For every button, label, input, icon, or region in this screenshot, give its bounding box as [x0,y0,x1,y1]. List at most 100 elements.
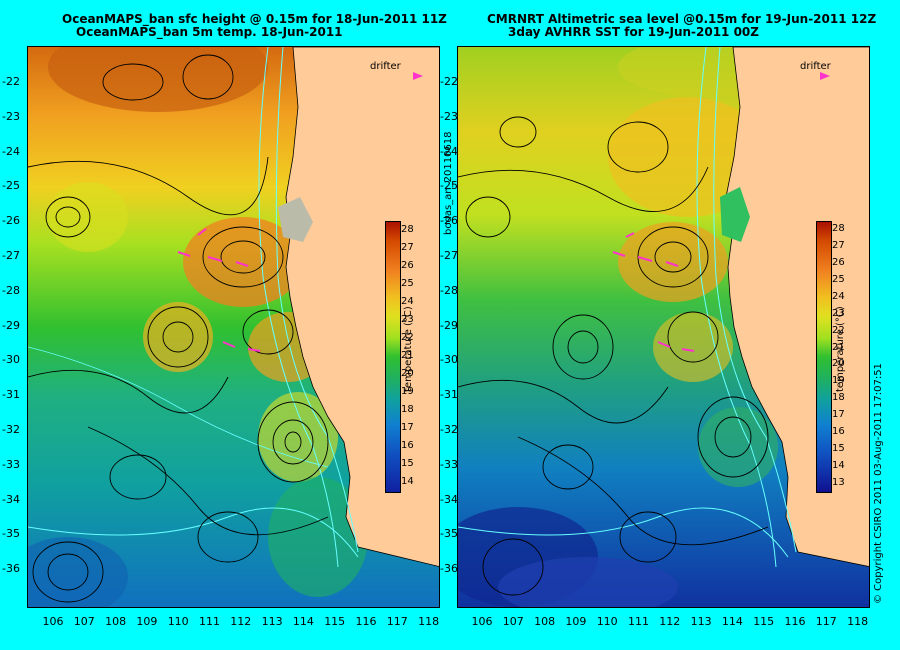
lon-label: 115 [753,615,775,628]
colorbar-tick: 15 [401,458,414,469]
lat-label: -34 [2,492,20,506]
colorbar-tick: 25 [832,274,845,286]
right-title-line2: 3day AVHRR SST for 19-Jun-2011 00Z [508,25,759,39]
colorbar-tick: 26 [401,260,414,271]
right-drifter-legend: drifter [800,61,831,72]
colorbar-tick: 19 [832,375,845,387]
colorbar-tick: 15 [832,442,845,454]
lat-label: -22 [2,75,20,88]
left-drifter-legend: drifter [370,61,401,72]
right-colorbar [816,221,832,493]
lon-label: 111 [628,615,649,628]
colorbar-tick: 13 [832,476,845,488]
lat-label: -30 [2,353,20,367]
lon-label: 110 [167,615,189,628]
lat-label: -36 [2,562,20,576]
lat-label: -33 [440,457,458,471]
lat-label: -25 [440,179,458,193]
run-id-text: bodas_an_20110618 [443,131,454,235]
colorbar-tick: 14 [832,459,845,471]
colorbar-tick: 16 [832,425,845,437]
lon-label: 106 [471,615,493,628]
colorbar-tick: 20 [401,368,414,379]
colorbar-tick: 17 [401,422,414,433]
colorbar-tick: 24 [832,290,845,302]
colorbar-tick: 17 [832,409,845,421]
copyright-text: © Copyright CSIRO 2011 03-Aug-2011 17:07… [873,363,884,604]
lon-label: 113 [261,615,283,628]
lat-label: -24 [440,144,458,158]
colorbar-tick: 19 [401,386,414,397]
lat-label: -27 [440,249,458,262]
lat-label: -33 [2,457,20,471]
colorbar-tick: 27 [832,240,845,252]
colorbar-tick: 28 [401,224,414,235]
colorbar-tick: 16 [401,440,414,451]
colorbar-tick: 20 [832,358,845,370]
lon-label: 114 [292,615,314,628]
lat-label: -26 [2,214,20,228]
lat-label: -23 [440,109,458,123]
lon-label: 117 [815,615,837,628]
lon-label: 111 [199,615,220,628]
lat-label: -32 [440,423,458,436]
lat-label: -29 [440,318,458,332]
lat-label: -28 [440,283,458,297]
colorbar-tick: 18 [401,404,414,415]
lon-label: 113 [690,615,712,628]
lat-label: -31 [2,388,20,402]
lat-label: -27 [2,249,20,262]
lon-label: 116 [355,615,377,628]
lon-label: 110 [596,615,618,628]
lat-label: -31 [440,388,458,402]
lat-label: -35 [2,527,20,541]
lon-label: 114 [721,615,743,628]
lat-label: -29 [2,318,20,332]
lon-label: 112 [659,615,681,628]
lon-label: 109 [136,615,158,628]
lat-label: -34 [440,492,458,506]
colorbar-tick: 27 [401,242,414,253]
colorbar-tick: 23 [401,314,414,325]
colorbar-tick: 21 [401,350,414,361]
lon-label: 115 [324,615,346,628]
lon-label: 107 [502,615,524,628]
lon-label: 107 [73,615,95,628]
lat-label: -23 [2,109,20,123]
colorbar-tick: 24 [401,296,414,307]
lat-label: -36 [440,562,458,576]
right-map [457,46,870,608]
colorbar-tick: 22 [401,332,414,343]
lat-label: -25 [2,179,20,193]
lat-label: -32 [2,423,20,436]
colorbar-tick: 28 [832,223,845,235]
lat-label: -28 [2,283,20,297]
left-colorbar [385,221,401,493]
lat-label: -30 [440,353,458,367]
lon-label: 108 [534,615,556,628]
lon-label: 112 [230,615,252,628]
colorbar-tick: 22 [832,324,845,336]
left-map [27,46,440,608]
left-title-line1: OceanMAPS_ban sfc height @ 0.15m for 18-… [62,12,447,26]
colorbar-tick: 23 [832,307,845,319]
right-colorbar-label: temperature (°C) [835,306,846,392]
lat-label: -26 [440,214,458,228]
colorbar-tick: 21 [832,341,845,353]
left-colorbar-label: temperature (°C) [403,306,414,392]
lat-label: -24 [2,144,20,158]
lon-label: 116 [784,615,806,628]
colorbar-tick: 25 [401,278,414,289]
lon-label: 118 [847,615,869,628]
colorbar-tick: 26 [832,257,845,269]
lat-label: -22 [440,75,458,88]
colorbar-tick: 18 [832,392,845,404]
left-title-line2: OceanMAPS_ban 5m temp. 18-Jun-2011 [76,25,343,39]
lon-label: 118 [418,615,440,628]
lon-label: 108 [105,615,127,628]
lon-label: 117 [386,615,408,628]
lat-label: -35 [440,527,458,541]
colorbar-tick: 14 [401,476,414,487]
lon-label: 106 [42,615,64,628]
right-title-line1: CMRNRT Altimetric sea level @0.15m for 1… [487,12,877,26]
